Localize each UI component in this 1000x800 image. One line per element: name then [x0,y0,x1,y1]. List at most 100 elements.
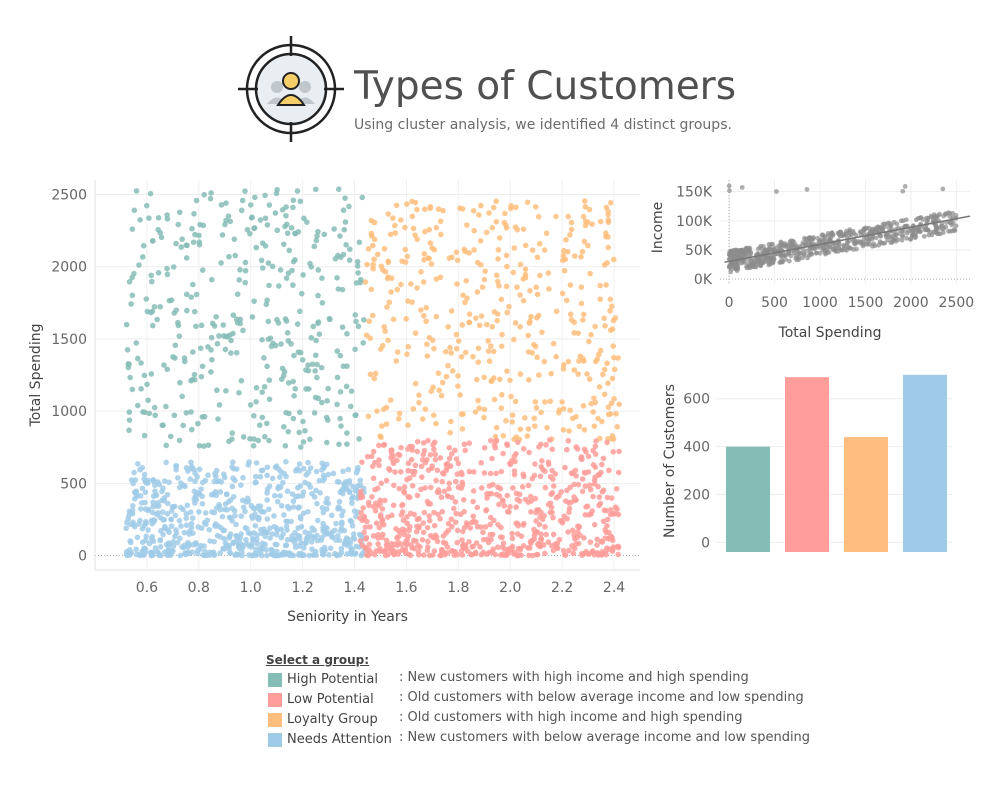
scatter-point [211,323,218,329]
scatter-point [292,257,298,263]
scatter-point [160,531,166,538]
scatter-point [427,451,434,458]
scatter-point [337,352,344,359]
scatter-point [368,217,375,224]
legend-item-high-potential[interactable]: High Potential : New customers with high… [266,670,826,690]
scatter-point [532,495,539,502]
scatter-point [129,502,136,509]
scatter-point [470,353,476,360]
scatter-point [591,395,597,401]
scatter-point [404,201,410,207]
scatter-point [236,390,242,396]
legend-item-label: Needs Attention [287,732,392,747]
scatter-point [414,516,421,523]
scatter-point [238,377,245,384]
scatter-point [418,307,424,313]
scatter-point [578,254,584,260]
scatter-point [528,313,534,320]
scatter-point [178,244,185,250]
scatter-point [382,552,389,559]
scatter-point [412,380,419,387]
scatter-point [238,513,245,519]
scatter-point [141,409,148,416]
income-point [883,232,889,238]
scatter-point [428,484,434,491]
legend-item-low-potential[interactable]: Low Potential : Old customers with below… [266,690,826,710]
scatter-point [603,204,610,211]
scatter-point [587,539,594,545]
income-point [947,228,953,234]
scatter-point [229,459,236,465]
scatter-point [359,194,366,201]
scatter-point [444,544,451,550]
scatter-point [358,493,365,499]
income-point [860,243,866,249]
scatter-point [173,307,180,313]
scatter-point [388,289,394,295]
scatter-point [590,409,596,415]
scatter-point [576,358,582,364]
scatter-point [208,190,214,196]
scatter-point [143,202,150,209]
scatter-point [536,372,542,378]
scatter-point [471,227,477,234]
swatch-high-potential [268,673,282,687]
scatter-point [601,391,608,398]
legend-item-needs-attention[interactable]: Needs Attention : New customers with bel… [266,730,826,750]
scatter-point [201,413,208,420]
scatter-point [340,508,346,515]
scatter-point [288,518,294,525]
scatter-point [164,366,171,373]
scatter-point [437,218,444,225]
scatter-point [403,550,409,557]
scatter-point [313,487,319,494]
scatter-point [589,508,596,514]
scatter-point [242,188,248,194]
scatter-point [529,552,536,559]
scatter-point [161,478,168,484]
scatter-point [452,548,458,555]
scatter-point [264,472,270,479]
group-legend[interactable]: Select a group: High Potential : New cus… [266,653,826,763]
scatter-point [544,424,550,431]
scatter-point [533,284,539,291]
scatter-point [388,548,395,555]
scatter-point [493,437,500,444]
income-point [846,244,851,250]
scatter-point [549,446,556,453]
scatter-point [233,316,240,323]
scatter-point [514,496,521,503]
scatter-point [429,552,436,558]
scatter-point [464,548,471,554]
scatter-point [308,264,315,270]
scatter-point [233,533,240,540]
scatter-point [560,366,567,372]
scatter-point [348,388,355,394]
scatter-point [223,200,229,206]
income-point [805,255,810,261]
scatter-point [195,524,202,530]
scatter-point [474,259,481,266]
scatter-point [339,512,345,519]
scatter-point [252,522,259,529]
scatter-point [381,323,387,330]
scatter-point [563,236,569,243]
scatter-point [303,472,310,478]
scatter-point [529,537,535,544]
scatter-point [272,210,279,216]
legend-item-loyalty-group[interactable]: Loyalty Group : Old customers with high … [266,710,826,730]
scatter-point [606,529,612,536]
scatter-point [160,485,166,492]
scatter-point [579,476,586,482]
scatter-point [338,525,345,532]
scatter-point [187,509,194,515]
scatter-point [255,437,262,444]
income-point [822,233,828,239]
scatter-point [231,236,238,243]
scatter-point [565,529,571,535]
scatter-point [580,358,587,365]
scatter-point [365,413,372,420]
